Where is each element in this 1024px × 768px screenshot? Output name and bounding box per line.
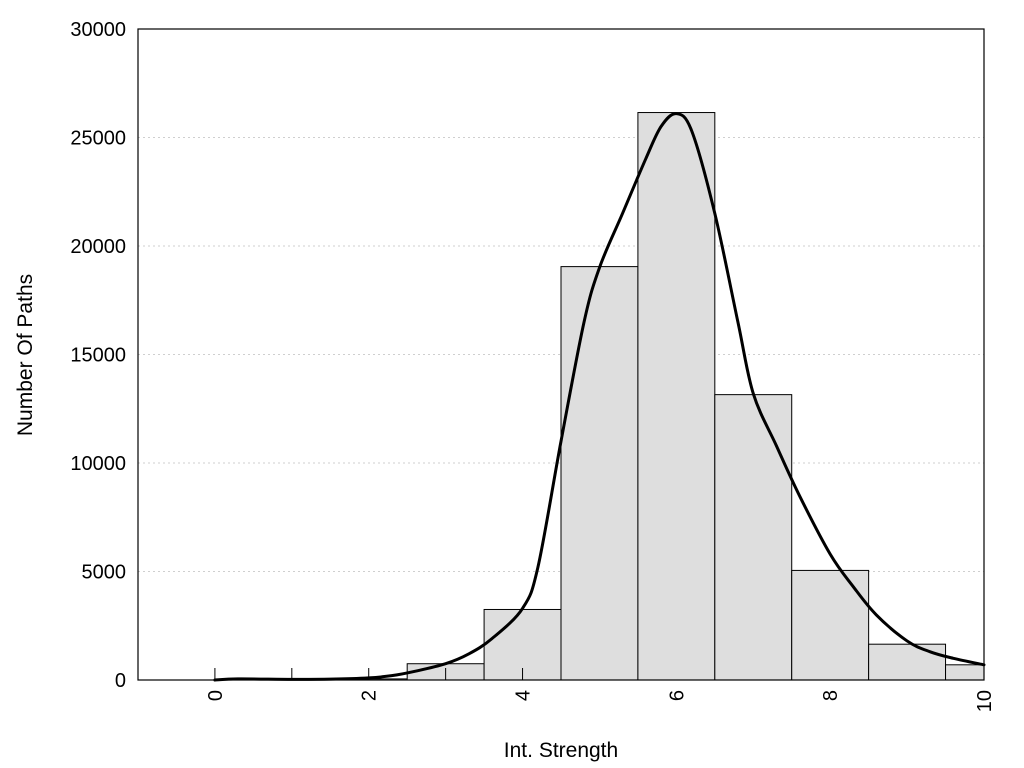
y-tick-label: 0 — [115, 670, 126, 692]
y-tick-label: 5000 — [82, 562, 127, 584]
y-tick-labels: 0 5000 10000 15000 20000 25000 30000 — [70, 19, 126, 692]
y-tick-label: 20000 — [70, 236, 126, 258]
bar — [637, 112, 716, 681]
x-tick-label: 6 — [666, 690, 688, 701]
density-curve — [213, 112, 986, 682]
axis-ticks — [214, 668, 524, 680]
bar — [868, 643, 947, 681]
bar — [791, 569, 870, 681]
density-curve-line — [213, 112, 986, 682]
x-tick-labels: 0 2 4 6 8 10 — [205, 690, 996, 712]
bar — [714, 394, 793, 681]
x-axis-label: Int. Strength — [504, 739, 618, 762]
x-tick-label: 2 — [359, 690, 381, 701]
bars — [329, 112, 985, 681]
x-tick-label: 8 — [820, 690, 842, 701]
y-tick-label: 30000 — [70, 19, 126, 41]
bar — [945, 664, 985, 681]
plot-frame — [137, 28, 985, 681]
x-tick-label: 10 — [974, 690, 996, 712]
y-tick-label: 25000 — [70, 128, 126, 150]
x-tick-label: 4 — [513, 690, 535, 701]
bar — [560, 266, 639, 681]
x-tick-label: 0 — [205, 690, 227, 701]
y-tick-label: 10000 — [70, 453, 126, 475]
y-tick-label: 15000 — [70, 345, 126, 367]
y-axis-label: Number Of Paths — [14, 274, 37, 436]
